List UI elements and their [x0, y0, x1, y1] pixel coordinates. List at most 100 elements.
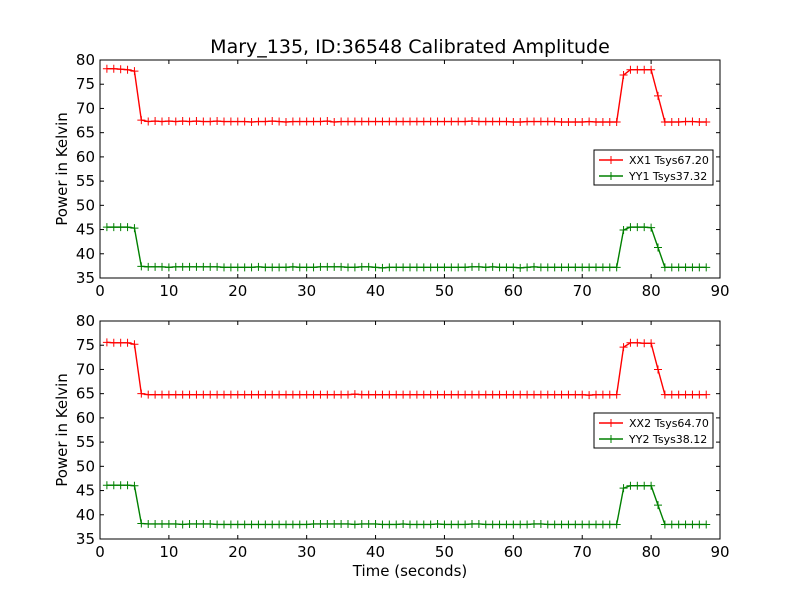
data-point-marker — [144, 390, 153, 399]
data-point-marker — [309, 519, 318, 528]
y-tick-label: 40 — [76, 245, 95, 263]
data-point-marker — [406, 390, 414, 399]
data-point-marker — [323, 519, 332, 528]
data-point-marker — [495, 117, 504, 126]
legend-label: YY1 Tsys37.32 — [628, 170, 707, 183]
data-point-marker — [302, 117, 311, 126]
data-point-marker — [144, 262, 153, 271]
data-point-marker — [412, 520, 421, 529]
data-point-marker — [585, 263, 594, 272]
legend: XX1 Tsys67.20 YY1 Tsys37.32 — [593, 149, 714, 186]
data-point-marker — [660, 263, 669, 272]
data-point-marker — [557, 520, 566, 529]
data-point-marker — [543, 390, 552, 399]
data-point-marker — [330, 390, 339, 399]
y-tick-label: 45 — [76, 482, 95, 500]
data-point-marker — [667, 520, 676, 529]
data-point-marker — [612, 263, 621, 272]
y-tick-label: 65 — [76, 124, 95, 142]
data-point-marker — [660, 390, 669, 399]
data-point-marker — [598, 390, 607, 399]
data-point-marker — [447, 117, 456, 126]
x-tick-label: 50 — [435, 543, 454, 561]
data-point-marker — [640, 481, 649, 490]
data-point-marker — [164, 519, 173, 528]
data-point-marker — [392, 263, 401, 272]
data-point-marker — [288, 117, 297, 126]
data-point-marker — [468, 117, 476, 126]
data-point-marker — [199, 390, 208, 399]
data-point-marker — [419, 263, 428, 272]
data-point-marker — [316, 117, 325, 126]
legend-marker — [607, 419, 615, 427]
data-point-marker — [667, 390, 676, 399]
data-point-marker — [158, 117, 166, 126]
data-point-marker — [102, 223, 111, 232]
data-point-marker — [254, 390, 263, 399]
data-point-marker — [309, 390, 318, 399]
data-point-marker — [550, 520, 559, 529]
data-point-marker — [247, 390, 256, 399]
y-axis-label: Power in Kelvin — [53, 373, 71, 487]
data-point-marker — [226, 390, 235, 399]
data-point-marker — [109, 223, 118, 232]
data-point-marker — [282, 390, 290, 399]
series-group — [102, 64, 711, 272]
data-point-marker — [502, 117, 511, 126]
data-point-marker — [295, 390, 304, 399]
data-point-marker — [654, 91, 662, 100]
data-point-marker — [605, 520, 614, 529]
data-point-marker — [116, 481, 125, 490]
data-point-marker — [323, 262, 332, 271]
data-point-marker — [344, 390, 352, 399]
data-point-marker — [268, 117, 277, 126]
data-point-marker — [592, 263, 600, 272]
data-point-marker — [199, 519, 208, 528]
data-point-marker — [192, 390, 201, 399]
data-point-marker — [509, 118, 518, 127]
data-point-marker — [488, 390, 497, 399]
data-point-marker — [654, 243, 662, 252]
data-point-marker — [137, 262, 146, 271]
data-point-marker — [385, 117, 394, 126]
data-point-marker — [254, 520, 263, 529]
data-point-marker — [192, 117, 201, 126]
top-plot: 0 10 20 30 40 50 60 70 80 90 35 40 45 50 55 60 65 70 75 80 P… — [53, 51, 730, 300]
data-point-marker — [247, 520, 256, 529]
data-point-marker — [564, 263, 573, 272]
data-point-marker — [695, 520, 704, 529]
data-point-marker — [474, 519, 483, 528]
data-point-marker — [213, 262, 222, 271]
data-point-marker — [516, 390, 525, 399]
data-point-marker — [681, 520, 690, 529]
data-point-marker — [268, 520, 277, 529]
data-point-marker — [164, 117, 173, 126]
data-point-marker — [275, 263, 284, 272]
data-point-marker — [660, 520, 669, 529]
data-point-marker — [309, 117, 318, 126]
data-point-marker — [647, 223, 656, 232]
data-point-marker — [254, 262, 263, 271]
data-point-marker — [516, 263, 525, 272]
x-tick-label: 10 — [159, 282, 178, 300]
data-point-marker — [158, 519, 166, 528]
data-point-marker — [440, 390, 449, 399]
data-point-marker — [185, 519, 194, 528]
data-point-marker — [461, 263, 470, 272]
data-point-marker — [481, 117, 490, 126]
data-point-marker — [295, 520, 304, 529]
data-point-marker — [619, 71, 628, 80]
data-point-marker — [550, 117, 559, 126]
data-point-marker — [185, 390, 194, 399]
data-point-marker — [592, 520, 600, 529]
y-tick-label: 75 — [76, 75, 95, 93]
data-point-marker — [633, 223, 642, 232]
data-point-marker — [647, 481, 656, 490]
data-point-marker — [316, 390, 325, 399]
data-point-marker — [178, 117, 187, 126]
data-point-marker — [295, 263, 304, 272]
data-point-marker — [468, 390, 476, 399]
data-point-marker — [412, 117, 421, 126]
data-point-marker — [171, 262, 180, 271]
data-point-marker — [674, 263, 683, 272]
